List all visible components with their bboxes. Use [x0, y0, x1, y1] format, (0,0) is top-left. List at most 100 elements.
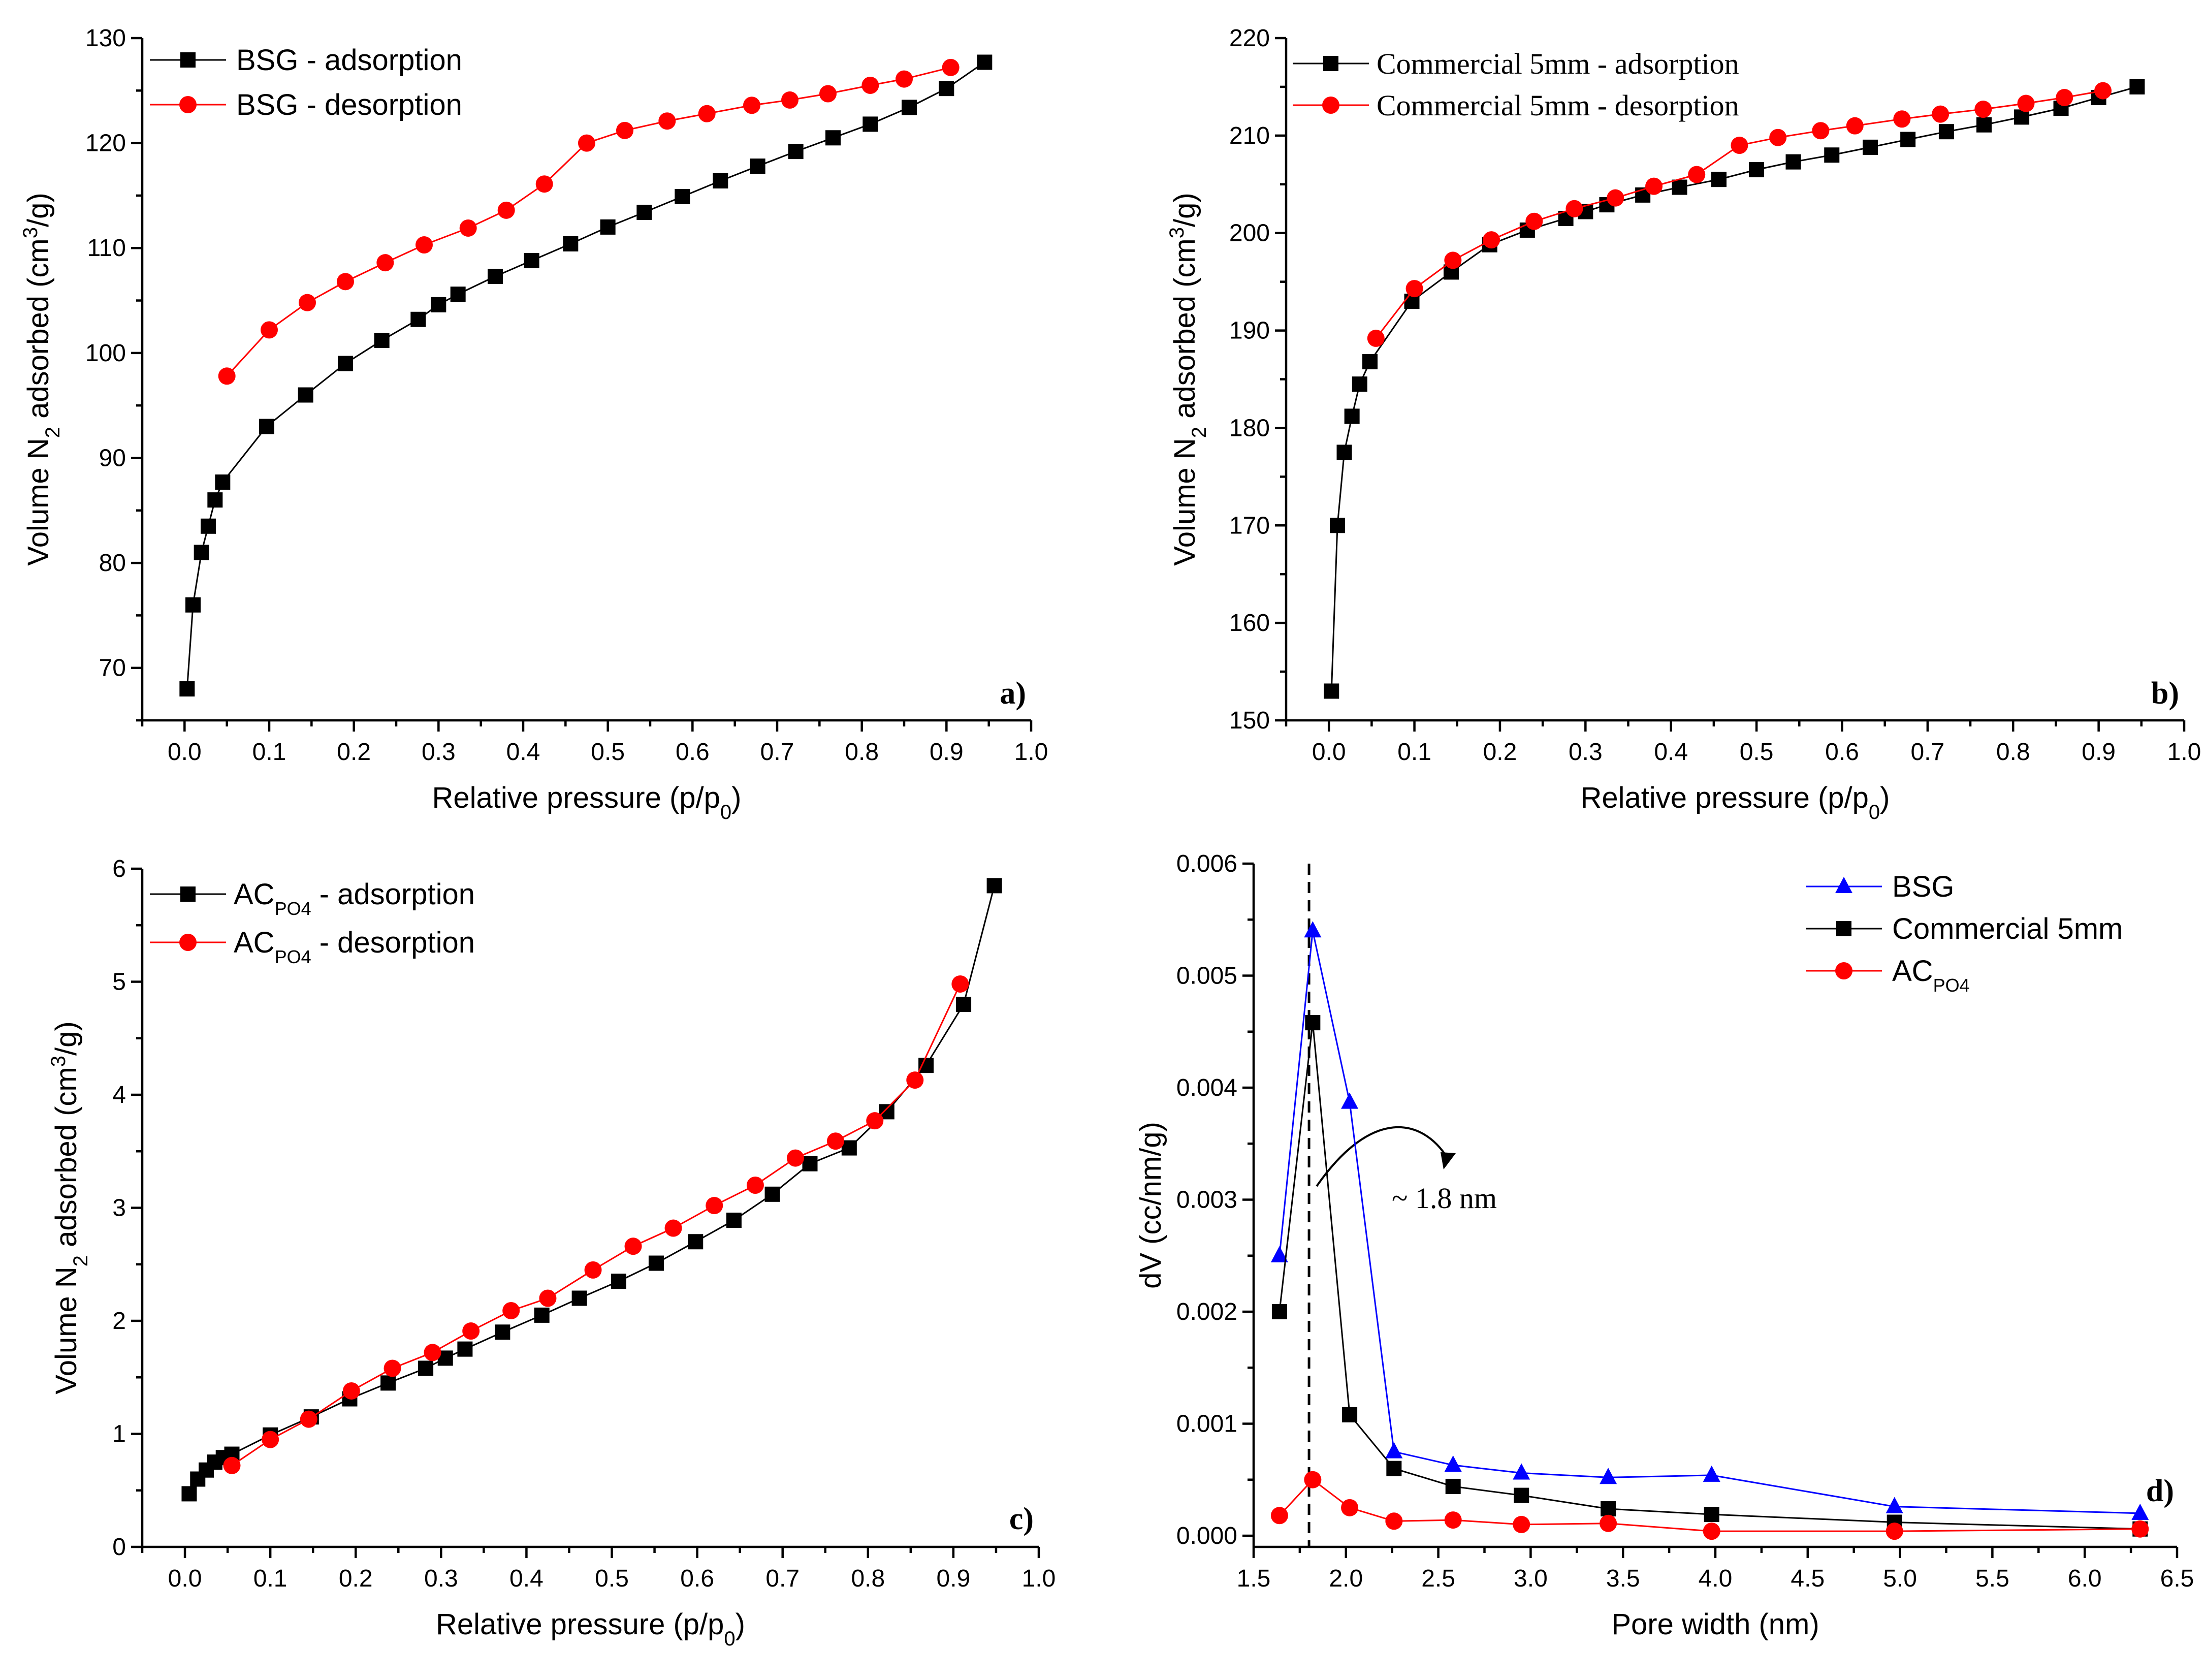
x-tick-label: 0.7 — [1910, 739, 1944, 766]
y-tick-label: 0.006 — [1176, 850, 1237, 877]
x-tick-label: 0.4 — [506, 739, 540, 766]
data-point — [1703, 1523, 1720, 1540]
legend-marker — [1323, 56, 1338, 71]
data-point — [788, 144, 804, 160]
y-tick-label: 130 — [85, 25, 126, 52]
y-tick-label: 100 — [85, 340, 126, 367]
data-point — [416, 236, 433, 254]
y-axis-label-part: /g) — [1168, 193, 1201, 227]
data-point — [986, 878, 1002, 894]
data-point — [299, 294, 316, 311]
data-point — [1513, 1463, 1530, 1480]
x-axis-label-sub: 0 — [720, 801, 731, 823]
series-line — [1375, 90, 2103, 339]
y-tick-label: 5 — [112, 969, 126, 996]
series-line — [1330, 86, 2137, 691]
y-tick-label: 2 — [112, 1308, 126, 1335]
x-tick-label: 0.8 — [845, 739, 879, 766]
series-line — [1279, 930, 2140, 1514]
y-tick-label: 190 — [1229, 318, 1270, 344]
data-point — [261, 321, 278, 339]
data-point — [1336, 445, 1352, 460]
series-commercial-5mm — [1271, 1015, 2148, 1537]
x-tick-label: 3.0 — [1514, 1565, 1548, 1592]
data-point — [1270, 1246, 1288, 1262]
legend-label-rest: - desorption — [311, 926, 475, 959]
legend-marker — [180, 52, 196, 68]
legend-label-rest: - adsorption — [311, 878, 475, 911]
y-axis-label-sup: 3 — [47, 1056, 70, 1067]
legend-label-sub: PO4 — [275, 946, 311, 967]
data-point — [584, 1261, 602, 1279]
x-tick-label: 0.6 — [676, 739, 710, 766]
data-point — [977, 54, 993, 70]
y-axis-label-sub: 2 — [42, 427, 64, 438]
legend-entry: BSG - adsorption — [150, 44, 462, 77]
data-point — [1513, 1515, 1530, 1533]
data-point — [223, 1456, 241, 1474]
legend-entry: ACPO4 — [1806, 955, 1970, 996]
data-point — [488, 269, 503, 284]
panel-label: a) — [1000, 676, 1026, 711]
x-tick-label: 0.0 — [168, 1565, 202, 1592]
data-point — [713, 173, 728, 188]
y-tick-label: 90 — [99, 445, 126, 471]
legend-label: Commercial 5mm - adsorption — [1377, 47, 1739, 80]
y-axis-label-sub: 2 — [70, 1255, 92, 1266]
data-point — [1688, 166, 1706, 183]
legend-marker — [180, 886, 196, 902]
x-tick-label: 0.2 — [337, 739, 371, 766]
data-point — [841, 1140, 857, 1156]
legend-label-sub: PO4 — [275, 898, 311, 919]
legend-marker — [1836, 921, 1851, 936]
y-axis-label: dV (cc/nm/g) — [1134, 1122, 1167, 1289]
data-point — [259, 419, 274, 434]
x-tick-label: 0.8 — [1996, 739, 2030, 766]
x-tick-label: 1.0 — [1022, 1565, 1056, 1592]
y-tick-label: 200 — [1229, 220, 1270, 247]
data-point — [1514, 1487, 1529, 1503]
y-axis-label: Volume N2 adsorbed (cm3/g) — [19, 193, 64, 565]
data-point — [1938, 124, 1954, 140]
data-point — [1703, 1465, 1720, 1482]
x-tick-label: 0.9 — [930, 739, 964, 766]
data-point — [338, 356, 353, 371]
data-point — [1444, 251, 1462, 269]
data-point — [600, 219, 616, 235]
data-point — [1711, 172, 1727, 187]
x-tick-label: 5.0 — [1883, 1565, 1917, 1592]
data-point — [781, 91, 798, 109]
annotation-label: ~ 1.8 nm — [1392, 1182, 1497, 1215]
data-point — [431, 297, 446, 312]
panel-b: 0.0 0.1 0.2 0.3 0.4 0.5 0.6 0.7 0.8 0.9 1.0 150 160 1… — [1166, 25, 2201, 823]
legend-label-main: AC — [234, 878, 275, 911]
legend-entry: ACPO4 - adsorption — [150, 878, 475, 919]
legend-label: BSG - desorption — [236, 88, 462, 121]
data-point — [298, 387, 313, 403]
legend-entry: Commercial 5mm - desorption — [1293, 89, 1739, 122]
data-point — [1886, 1523, 1903, 1540]
data-point — [1304, 1471, 1322, 1488]
data-point — [2017, 94, 2035, 112]
data-point — [1863, 139, 1878, 155]
y-tick-label: 0.002 — [1176, 1298, 1237, 1325]
data-point — [571, 1290, 587, 1306]
y-axis-label-part: /g) — [22, 193, 55, 227]
y-axis-label-part: adsorbed (cm — [1168, 238, 1201, 427]
y-tick-label: 4 — [112, 1082, 126, 1108]
data-point — [1341, 1092, 1359, 1109]
data-point — [179, 681, 195, 697]
legend-marker — [1835, 962, 1852, 979]
data-point — [1704, 1507, 1719, 1523]
data-point — [1362, 354, 1378, 369]
data-point — [1893, 110, 1911, 128]
panel-a: 0.0 0.1 0.2 0.3 0.4 0.5 0.6 0.7 0.8 0.9 1.0 70 80 90 1… — [19, 25, 1048, 823]
data-point — [1525, 212, 1543, 230]
data-point — [1749, 162, 1765, 178]
data-point — [2131, 1503, 2149, 1520]
legend-label: BSG — [1892, 870, 1955, 903]
y-tick-label: 0.004 — [1176, 1074, 1237, 1101]
y-tick-label: 0.001 — [1176, 1410, 1237, 1437]
legend-entry: ACPO4 - desorption — [150, 926, 475, 967]
data-point — [1305, 1015, 1321, 1031]
